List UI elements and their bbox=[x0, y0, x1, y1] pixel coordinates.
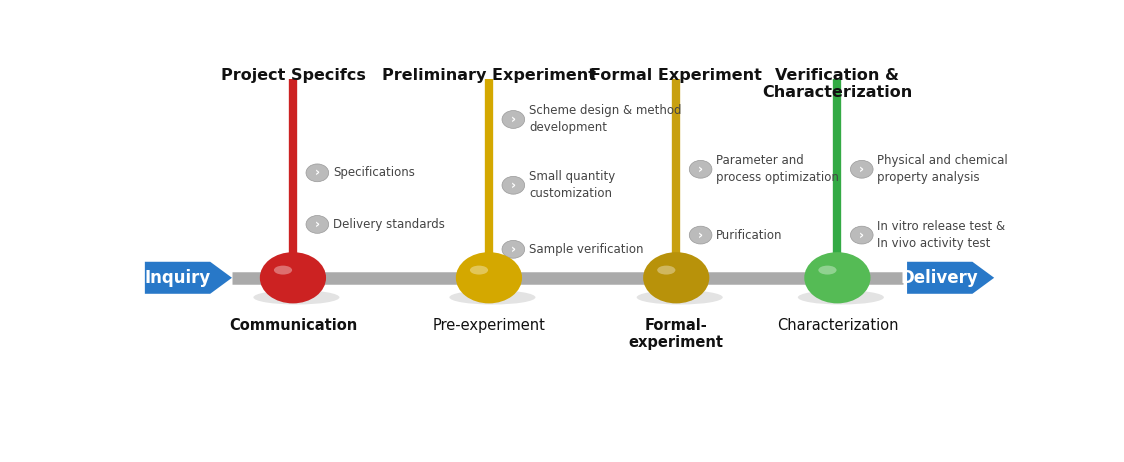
Ellipse shape bbox=[851, 226, 873, 244]
Ellipse shape bbox=[851, 160, 873, 178]
Text: ›: › bbox=[698, 163, 704, 176]
Text: ›: › bbox=[510, 243, 516, 256]
Text: Sample verification: Sample verification bbox=[529, 243, 644, 256]
Text: Communication: Communication bbox=[229, 317, 357, 333]
Ellipse shape bbox=[502, 176, 525, 194]
Text: In vitro release test &
In vivo activity test: In vitro release test & In vivo activity… bbox=[878, 220, 1006, 250]
Text: Purification: Purification bbox=[716, 229, 782, 242]
Text: Verification &
Characterization: Verification & Characterization bbox=[762, 68, 913, 100]
Ellipse shape bbox=[450, 290, 535, 304]
Text: Inquiry: Inquiry bbox=[144, 269, 210, 287]
Ellipse shape bbox=[502, 110, 525, 128]
Text: ›: › bbox=[510, 179, 516, 192]
Text: Small quantity
customization: Small quantity customization bbox=[529, 170, 615, 201]
Ellipse shape bbox=[689, 226, 711, 244]
Ellipse shape bbox=[260, 252, 326, 304]
Text: Characterization: Characterization bbox=[777, 317, 898, 333]
Ellipse shape bbox=[274, 266, 292, 274]
Ellipse shape bbox=[502, 240, 525, 258]
Ellipse shape bbox=[689, 160, 711, 178]
Ellipse shape bbox=[306, 215, 328, 233]
Polygon shape bbox=[145, 262, 232, 294]
Ellipse shape bbox=[798, 290, 883, 304]
Text: Parameter and
process optimization: Parameter and process optimization bbox=[716, 154, 840, 184]
Ellipse shape bbox=[658, 266, 676, 274]
Text: ›: › bbox=[859, 163, 864, 176]
Text: Specifications: Specifications bbox=[333, 166, 415, 179]
Text: Formal Experiment: Formal Experiment bbox=[590, 68, 762, 83]
Text: Preliminary Experiment: Preliminary Experiment bbox=[382, 68, 596, 83]
Text: ›: › bbox=[698, 229, 704, 242]
Ellipse shape bbox=[636, 290, 723, 304]
Text: Formal-
experiment: Formal- experiment bbox=[628, 317, 724, 350]
Text: ›: › bbox=[510, 113, 516, 126]
Ellipse shape bbox=[456, 252, 522, 304]
Text: ›: › bbox=[315, 166, 320, 179]
Ellipse shape bbox=[253, 290, 339, 304]
Ellipse shape bbox=[643, 252, 709, 304]
Text: Delivery standards: Delivery standards bbox=[333, 218, 445, 231]
Text: Project Specifcs: Project Specifcs bbox=[220, 68, 365, 83]
Text: Scheme design & method
development: Scheme design & method development bbox=[529, 104, 681, 134]
Ellipse shape bbox=[470, 266, 488, 274]
Polygon shape bbox=[907, 262, 995, 294]
Ellipse shape bbox=[306, 164, 328, 182]
Text: Physical and chemical
property analysis: Physical and chemical property analysis bbox=[878, 154, 1008, 184]
Text: Pre-experiment: Pre-experiment bbox=[433, 317, 545, 333]
Text: ›: › bbox=[859, 229, 864, 242]
Text: Delivery: Delivery bbox=[900, 269, 979, 287]
Ellipse shape bbox=[818, 266, 836, 274]
Ellipse shape bbox=[805, 252, 870, 304]
Text: ›: › bbox=[315, 218, 320, 231]
